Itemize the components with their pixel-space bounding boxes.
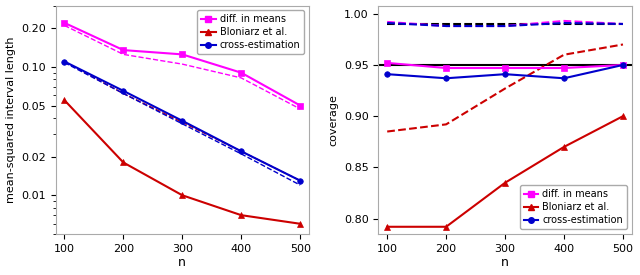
Legend: diff. in means, Bloniarz et al., cross-estimation: diff. in means, Bloniarz et al., cross-e… [520, 185, 627, 229]
Y-axis label: mean-squared interval length: mean-squared interval length [6, 37, 15, 203]
X-axis label: n: n [501, 257, 509, 269]
Legend: diff. in means, Bloniarz et al., cross-estimation: diff. in means, Bloniarz et al., cross-e… [197, 10, 304, 54]
Y-axis label: coverage: coverage [328, 94, 339, 146]
X-axis label: n: n [179, 257, 186, 269]
